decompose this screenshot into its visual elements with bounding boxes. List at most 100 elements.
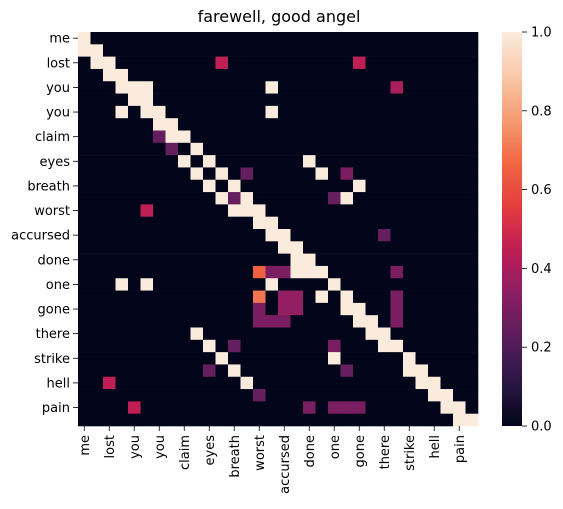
heatmap-cell: [315, 142, 329, 156]
heatmap-cell: [140, 389, 154, 402]
heatmap-cell: [253, 315, 266, 328]
heatmap-cell: [90, 253, 104, 267]
heatmap-cell: [240, 302, 254, 316]
heatmap-cell: [153, 81, 166, 94]
heatmap-cell: [303, 68, 316, 82]
heatmap-cell: [278, 118, 291, 131]
heatmap-cell: [153, 253, 166, 267]
heatmap-cell: [303, 401, 316, 414]
heatmap-cell: [153, 167, 166, 181]
heatmap-cell: [240, 56, 254, 70]
heatmap-cell: [428, 315, 441, 328]
heatmap-cell: [390, 105, 404, 119]
heatmap-cell: [178, 155, 191, 168]
heatmap-cell: [415, 192, 429, 205]
heatmap-cell: [315, 278, 329, 291]
heatmap-cell: [90, 93, 104, 107]
heatmap-cell: [153, 32, 166, 45]
heatmap-cell: [165, 327, 179, 341]
heatmap-cell: [115, 364, 129, 378]
heatmap-cell: [140, 327, 154, 341]
heatmap-cell: [190, 352, 204, 365]
heatmap-cell: [440, 376, 454, 390]
heatmap-cell: [228, 401, 241, 414]
heatmap-cell: [228, 192, 241, 205]
heatmap-cell: [353, 327, 366, 341]
heatmap-cell: [228, 105, 241, 119]
heatmap-cell: [115, 179, 129, 193]
heatmap-cell: [78, 339, 91, 353]
heatmap-cell: [90, 81, 104, 94]
heatmap-cell: [90, 278, 104, 291]
heatmap-cell: [290, 179, 304, 193]
heatmap-cell: [240, 278, 254, 291]
heatmap-cell: [228, 32, 241, 45]
heatmap-cell: [228, 339, 241, 353]
heatmap-cell: [340, 155, 354, 168]
heatmap-cell: [128, 364, 141, 378]
x-tick-label: me: [78, 435, 93, 456]
heatmap-cell: [90, 241, 104, 254]
heatmap-cell: [278, 389, 291, 402]
heatmap-cell: [103, 327, 116, 341]
heatmap-cell: [228, 302, 241, 316]
heatmap-cell: [178, 327, 191, 341]
heatmap-cell: [278, 142, 291, 156]
y-tick-label: worst: [34, 204, 70, 219]
heatmap-cell: [378, 229, 391, 242]
heatmap-cell: [165, 315, 179, 328]
heatmap-cell: [328, 167, 341, 181]
heatmap-cell: [378, 413, 391, 427]
heatmap-cell: [403, 167, 416, 181]
heatmap-cell: [78, 389, 91, 402]
heatmap-cell: [390, 192, 404, 205]
heatmap-cell: [128, 68, 141, 82]
heatmap-cell: [278, 179, 291, 193]
heatmap-cell: [378, 32, 391, 45]
colorbar: [502, 32, 522, 426]
heatmap-cell: [415, 179, 429, 193]
heatmap-cell: [315, 253, 329, 267]
heatmap-cell: [90, 265, 104, 279]
heatmap-cell: [265, 327, 279, 341]
heatmap-cell: [203, 167, 216, 181]
heatmap-cell: [315, 364, 329, 378]
heatmap-cell: [203, 81, 216, 94]
heatmap-cell: [465, 339, 479, 353]
heatmap-cell: [278, 93, 291, 107]
heatmap-cell: [340, 93, 354, 107]
heatmap-cell: [465, 364, 479, 378]
heatmap-cell: [465, 155, 479, 168]
heatmap-cell: [328, 192, 341, 205]
heatmap-cell: [78, 118, 91, 131]
y-tick-label: one: [46, 278, 70, 293]
heatmap-cell: [428, 364, 441, 378]
heatmap-cell: [440, 241, 454, 254]
heatmap-cell: [103, 130, 116, 144]
heatmap-cell: [428, 290, 441, 304]
heatmap-cell: [440, 339, 454, 353]
heatmap-cell: [228, 142, 241, 156]
heatmap-cell: [465, 44, 479, 57]
heatmap-cell: [440, 265, 454, 279]
heatmap-cell: [128, 167, 141, 181]
heatmap-cell: [140, 56, 154, 70]
heatmap-cell: [215, 253, 229, 267]
heatmap-cell: [390, 364, 404, 378]
heatmap-cell: [340, 364, 354, 378]
x-tick-label: claim: [178, 435, 193, 470]
heatmap-cell: [378, 352, 391, 365]
heatmap-cell: [390, 327, 404, 341]
heatmap-cell: [315, 105, 329, 119]
heatmap-cell: [290, 68, 304, 82]
y-tick-label: pain: [42, 401, 70, 416]
heatmap-cell: [365, 68, 379, 82]
heatmap-cell: [240, 81, 254, 94]
heatmap-cell: [378, 81, 391, 94]
heatmap-cell: [453, 44, 466, 57]
heatmap-cell: [203, 302, 216, 316]
heatmap-cell: [453, 192, 466, 205]
heatmap-cell: [215, 93, 229, 107]
heatmap-cell: [203, 290, 216, 304]
heatmap-cell: [265, 179, 279, 193]
